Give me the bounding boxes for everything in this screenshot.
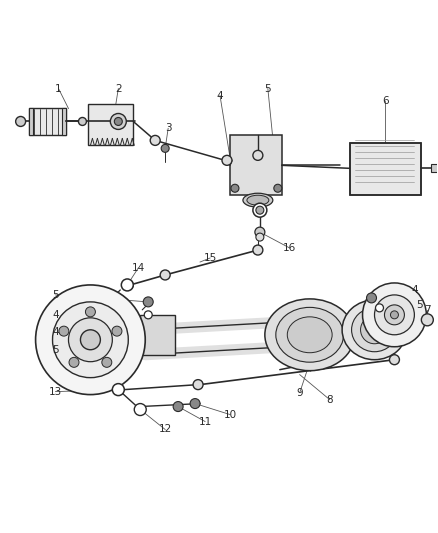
Circle shape (16, 117, 25, 126)
Circle shape (161, 144, 169, 152)
Circle shape (256, 206, 264, 214)
Text: 5: 5 (265, 84, 271, 94)
Text: 2: 2 (115, 84, 122, 94)
Circle shape (421, 314, 433, 326)
Circle shape (110, 114, 126, 130)
Text: 16: 16 (283, 243, 297, 253)
Text: 7: 7 (424, 305, 431, 315)
Text: 1: 1 (55, 84, 62, 94)
Text: 12: 12 (159, 424, 172, 434)
Ellipse shape (342, 300, 407, 360)
Ellipse shape (287, 317, 332, 353)
Circle shape (367, 293, 377, 303)
Circle shape (190, 399, 200, 409)
Ellipse shape (265, 299, 355, 370)
Circle shape (85, 307, 95, 317)
Circle shape (160, 270, 170, 280)
Circle shape (274, 184, 282, 192)
Circle shape (385, 305, 404, 325)
FancyBboxPatch shape (88, 103, 133, 146)
Circle shape (35, 285, 145, 394)
Circle shape (124, 280, 133, 290)
Circle shape (374, 295, 414, 335)
Circle shape (231, 184, 239, 192)
Circle shape (222, 155, 232, 165)
Text: 6: 6 (382, 95, 389, 106)
Text: 5: 5 (52, 290, 59, 300)
Circle shape (112, 326, 122, 336)
Circle shape (255, 227, 265, 237)
Circle shape (375, 304, 384, 312)
FancyBboxPatch shape (350, 143, 421, 195)
Ellipse shape (247, 195, 269, 205)
Text: 10: 10 (223, 409, 237, 419)
Text: 13: 13 (49, 386, 62, 397)
Circle shape (112, 384, 124, 395)
Text: 5: 5 (52, 345, 59, 355)
Text: 4: 4 (52, 327, 59, 337)
Circle shape (81, 330, 100, 350)
Circle shape (144, 311, 152, 319)
Circle shape (193, 379, 203, 390)
Circle shape (53, 302, 128, 378)
FancyBboxPatch shape (63, 108, 67, 135)
Ellipse shape (243, 193, 273, 207)
Circle shape (256, 233, 264, 241)
Circle shape (253, 203, 267, 217)
Text: 3: 3 (165, 124, 171, 133)
Ellipse shape (276, 308, 343, 362)
Text: 4: 4 (217, 91, 223, 101)
Text: 4: 4 (52, 310, 59, 320)
Circle shape (253, 245, 263, 255)
FancyBboxPatch shape (431, 164, 438, 172)
Circle shape (102, 357, 112, 367)
Circle shape (69, 357, 79, 367)
Text: 11: 11 (198, 416, 212, 426)
Circle shape (59, 326, 69, 336)
Circle shape (253, 150, 263, 160)
Ellipse shape (352, 308, 397, 352)
Text: 9: 9 (297, 387, 303, 398)
FancyBboxPatch shape (140, 315, 175, 355)
FancyBboxPatch shape (28, 108, 32, 135)
Text: 5: 5 (416, 300, 423, 310)
FancyBboxPatch shape (230, 135, 282, 195)
Text: 15: 15 (203, 253, 217, 263)
Circle shape (173, 401, 183, 411)
Circle shape (134, 403, 146, 416)
Text: 14: 14 (132, 263, 145, 273)
Ellipse shape (360, 316, 389, 344)
FancyBboxPatch shape (28, 108, 67, 135)
Circle shape (150, 135, 160, 146)
Circle shape (68, 318, 112, 362)
Text: 8: 8 (326, 394, 333, 405)
Circle shape (121, 279, 133, 291)
Circle shape (143, 297, 153, 307)
Circle shape (389, 355, 399, 365)
Circle shape (114, 117, 122, 125)
Circle shape (363, 283, 426, 347)
Text: 4: 4 (411, 285, 418, 295)
Circle shape (78, 117, 86, 125)
Circle shape (390, 311, 399, 319)
